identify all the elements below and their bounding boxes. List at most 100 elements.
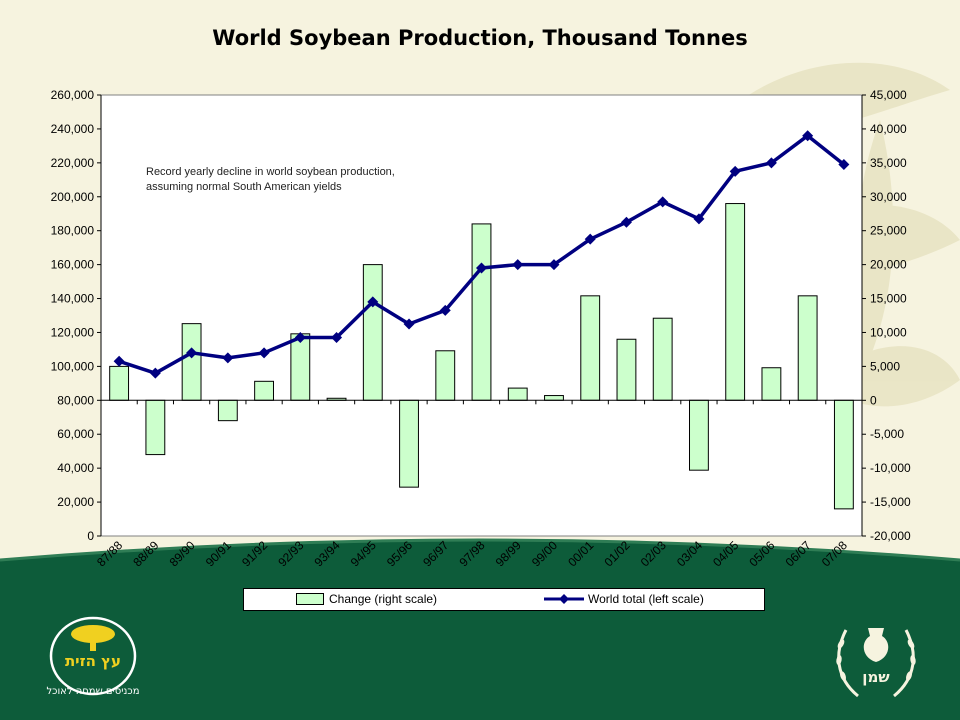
y-left-tick-label: 60,000: [57, 427, 94, 441]
change-bar: [362, 264, 383, 401]
change-bar: [544, 395, 564, 401]
y-left-tick-label: 0: [87, 529, 94, 543]
world-total-marker: [294, 332, 306, 344]
olive-tree-logo: עץ הזית מכניסים שמחה לאוכל: [46, 616, 140, 697]
y-right-tick-label: 0: [870, 393, 877, 407]
x-tick-label: 95/96: [384, 538, 415, 569]
y-right-tick-label: 5,000: [870, 359, 900, 373]
change-bar: [145, 399, 166, 456]
world-total-marker: [765, 157, 777, 169]
world-total-marker: [403, 318, 415, 330]
world-total-marker: [512, 259, 524, 271]
y-right-tick-label: 35,000: [870, 156, 907, 170]
y-right-tick-label: -5,000: [870, 427, 904, 441]
y-left-tick-label: 220,000: [51, 156, 95, 170]
change-bar: [652, 317, 673, 401]
x-tick-label: 04/05: [710, 538, 741, 569]
x-tick-label: 90/91: [203, 538, 234, 569]
world-total-marker: [331, 332, 343, 344]
legend-swatch-line: [544, 594, 584, 604]
oil-jug-logo: שמן: [836, 628, 916, 698]
y-right-tick-label: 25,000: [870, 224, 907, 238]
legend-label-total: World total (left scale): [588, 592, 704, 606]
change-bar: [435, 350, 456, 401]
x-tick-label: 92/93: [275, 538, 306, 569]
legend-item-change: Change (right scale): [296, 591, 437, 607]
y-right-tick-label: 20,000: [870, 258, 907, 272]
y-left-tick-label: 40,000: [57, 461, 94, 475]
chart-legend: Change (right scale) World total (left s…: [243, 588, 765, 611]
world-total-marker: [149, 367, 161, 379]
change-bar: [290, 333, 311, 401]
change-bar: [725, 203, 746, 401]
tree-icon: [71, 625, 115, 651]
x-tick-label: 02/03: [638, 538, 669, 569]
x-tick-label: 98/99: [493, 538, 524, 569]
logo-left-tagline: מכניסים שמחה לאוכל: [46, 686, 139, 697]
change-bar: [797, 295, 818, 401]
y-left-tick-label: 260,000: [51, 88, 95, 102]
logo-left-wordmark: עץ הזית: [65, 652, 121, 670]
y-right-tick-label: 10,000: [870, 325, 907, 339]
change-bar: [254, 380, 274, 401]
y-right-tick-label: 45,000: [870, 88, 907, 102]
y-left-tick-label: 240,000: [51, 122, 95, 136]
x-tick-label: 89/90: [167, 538, 198, 569]
change-bar: [507, 387, 528, 401]
world-total-marker: [838, 159, 850, 171]
world-total-marker: [693, 213, 705, 225]
x-tick-label: 07/08: [819, 538, 850, 569]
y-right-tick-label: 15,000: [870, 292, 907, 306]
y-right-tick-label: -10,000: [870, 461, 911, 475]
x-tick-label: 06/07: [783, 538, 814, 569]
x-tick-label: 87/88: [94, 538, 125, 569]
y-left-tick-label: 200,000: [51, 190, 95, 204]
world-total-marker: [548, 259, 560, 271]
y-left-tick-label: 180,000: [51, 224, 95, 238]
change-bar: [580, 295, 601, 401]
world-total-marker: [476, 262, 487, 274]
x-tick-label: 91/92: [239, 538, 270, 569]
world-total-marker: [729, 165, 741, 177]
y-right-tick-label: -15,000: [870, 495, 911, 509]
world-total-marker: [113, 355, 125, 367]
world-total-marker: [186, 347, 198, 359]
x-tick-label: 99/00: [529, 538, 560, 569]
y-left-tick-label: 80,000: [57, 393, 94, 407]
world-total-marker: [367, 296, 379, 308]
y-left-tick-label: 120,000: [51, 325, 95, 339]
world-total-marker: [258, 347, 270, 359]
world-total-marker: [657, 196, 669, 208]
x-tick-label: 94/95: [348, 538, 379, 569]
y-left-tick-label: 140,000: [51, 292, 95, 306]
chart-annotation: Record yearly decline in world soybean p…: [146, 165, 395, 195]
legend-item-total: World total (left scale): [544, 591, 704, 607]
change-bar: [471, 223, 492, 401]
change-bar: [616, 338, 637, 401]
legend-label-change: Change (right scale): [329, 592, 438, 606]
change-bar: [217, 399, 238, 422]
x-tick-label: 93/94: [312, 538, 343, 569]
annotation-line-1: Record yearly decline in world soybean p…: [146, 166, 395, 178]
green-band: [0, 540, 960, 720]
change-bar: [399, 399, 419, 488]
world-total-marker: [439, 304, 451, 316]
y-right-tick-label: -20,000: [870, 529, 911, 543]
y-right-tick-label: 40,000: [870, 122, 907, 136]
world-total-marker: [802, 130, 814, 142]
jug-icon: [863, 628, 889, 662]
change-bar: [833, 399, 854, 510]
change-bar: [109, 365, 130, 401]
y-left-tick-label: 160,000: [51, 258, 95, 272]
change-bar: [181, 323, 202, 401]
change-bar: [689, 399, 709, 471]
world-total-marker: [620, 216, 632, 228]
y-left-tick-label: 20,000: [57, 495, 94, 509]
x-tick-label: 88/89: [130, 538, 161, 569]
y-left-tick-label: 100,000: [51, 359, 95, 373]
world-total-marker: [584, 233, 596, 245]
legend-swatch-bar: [296, 593, 324, 605]
x-tick-label: 05/06: [746, 538, 777, 569]
world-total-marker: [222, 352, 234, 364]
